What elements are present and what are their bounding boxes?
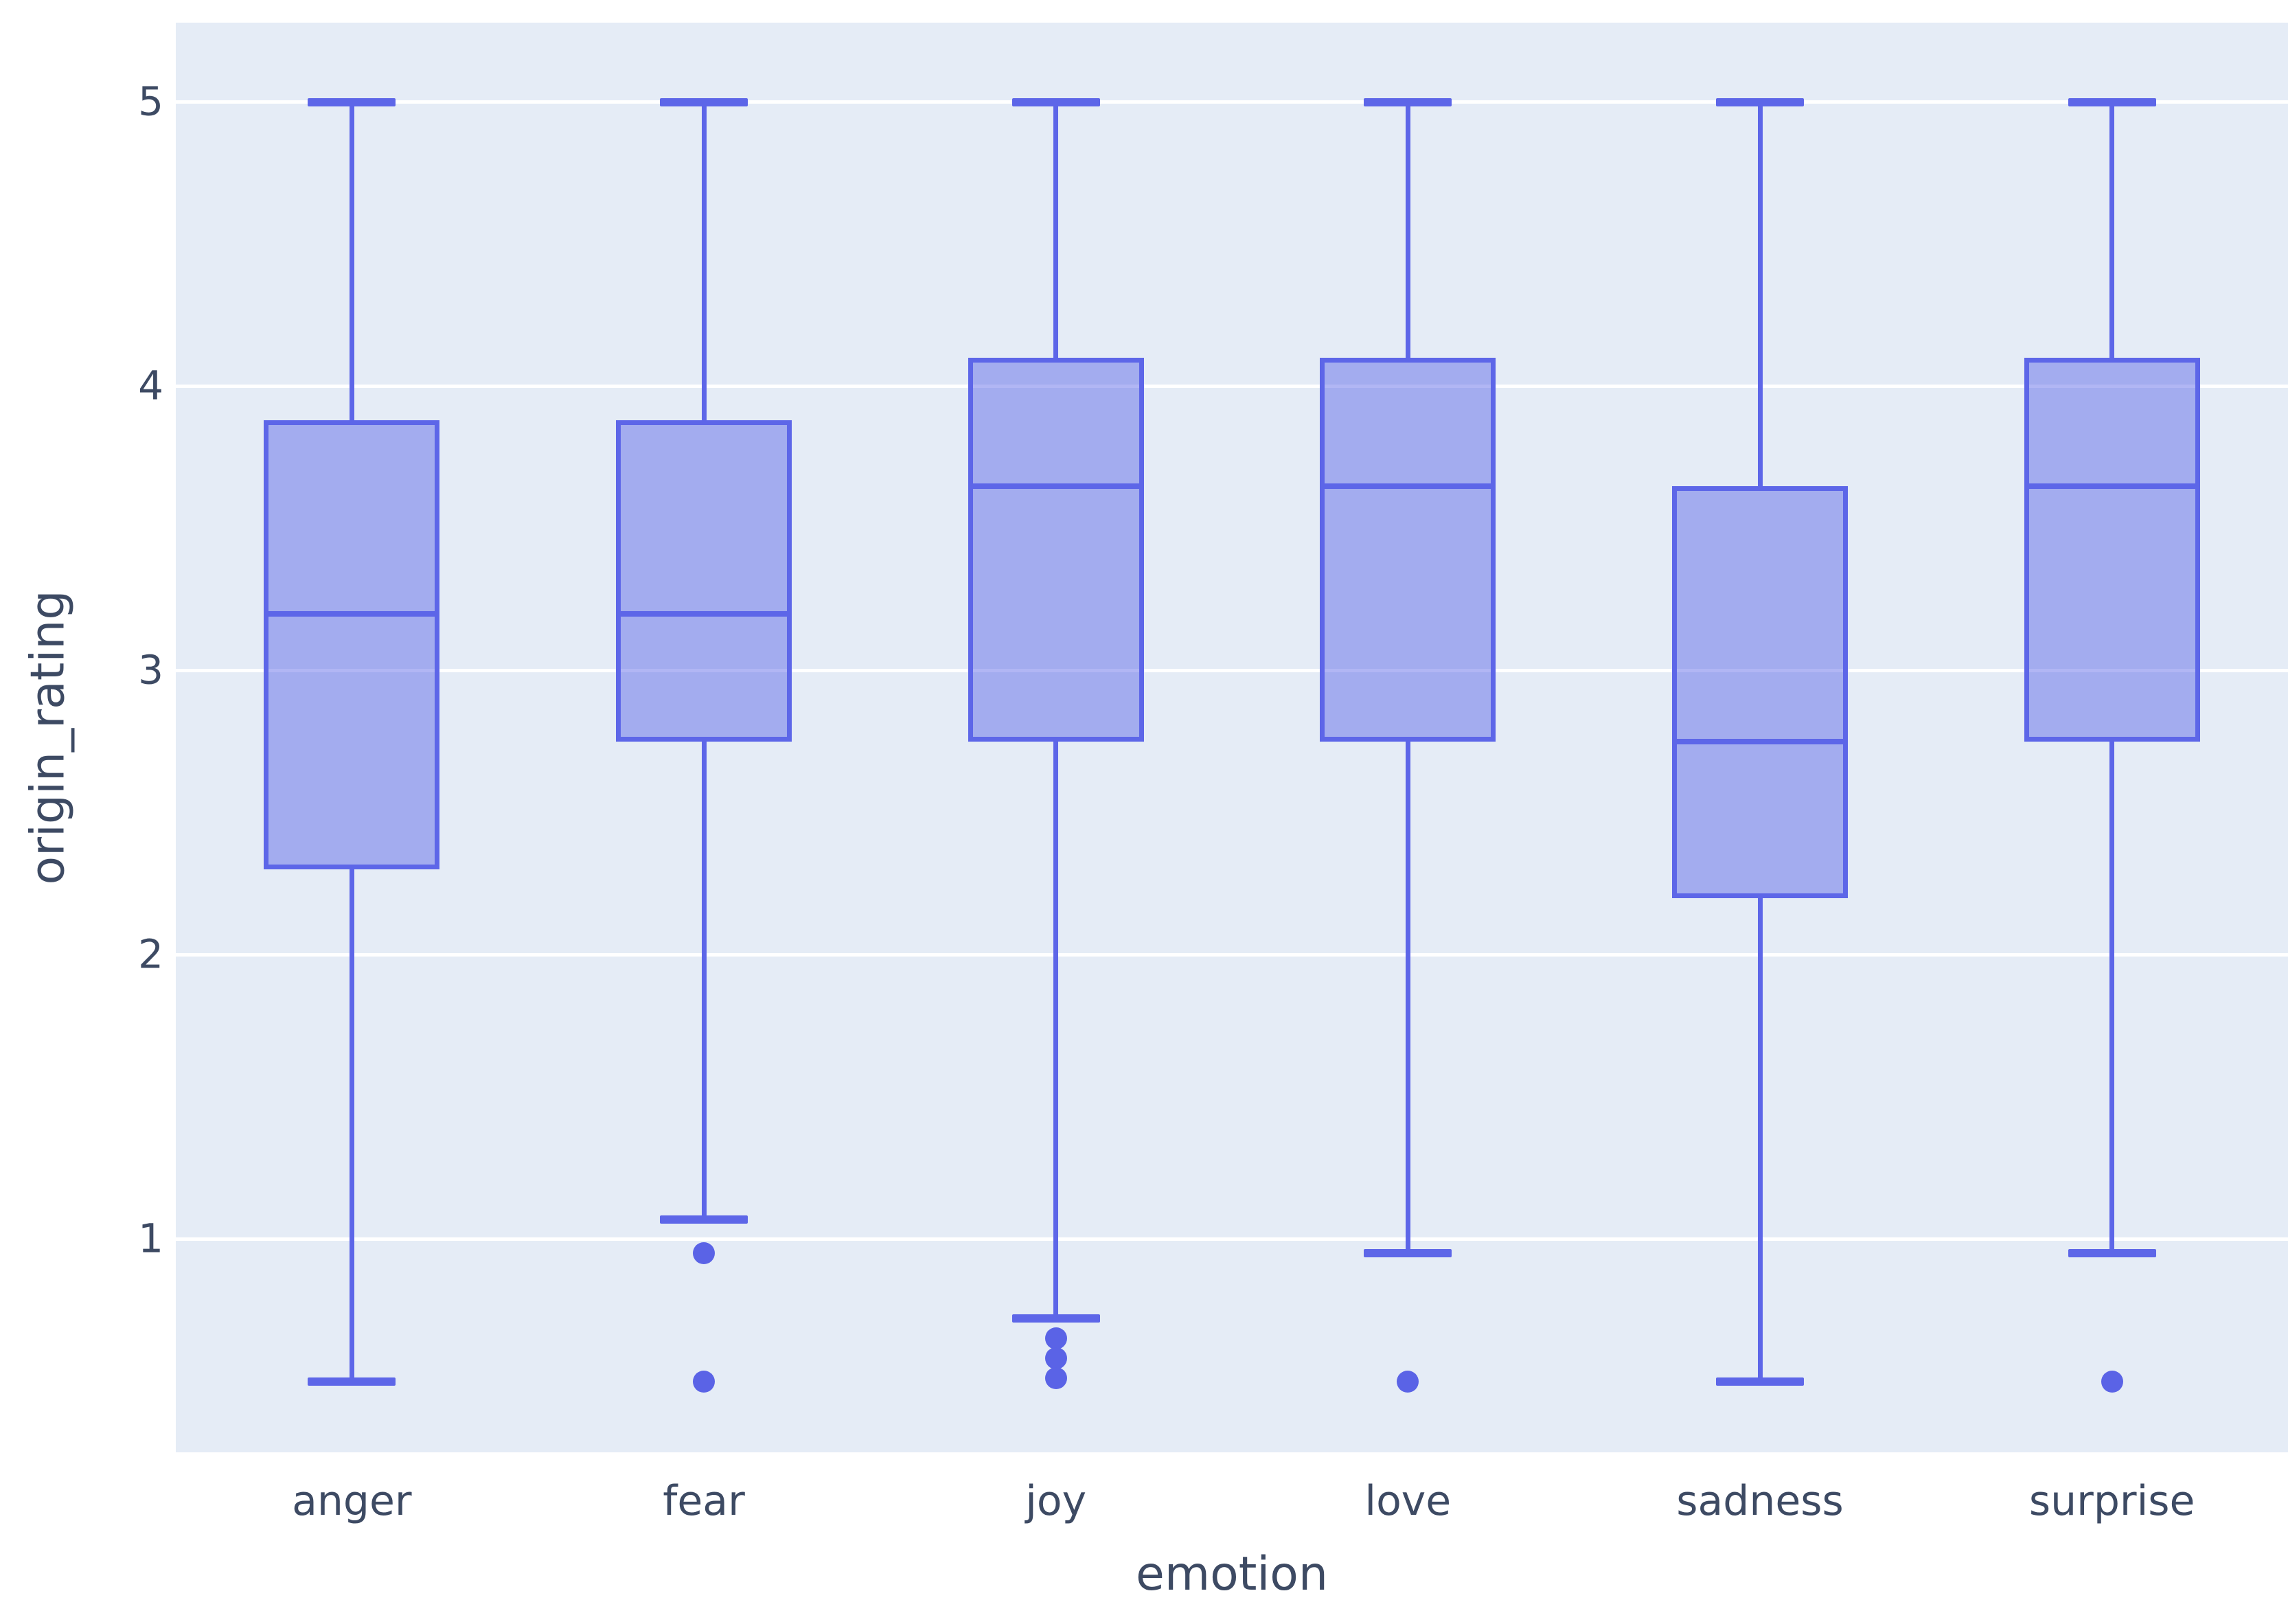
lower-whisker-surprise <box>2109 742 2115 1254</box>
x-tick-label-sadness: sadness <box>1676 1477 1844 1525</box>
gridline-y-4 <box>176 385 2288 389</box>
upper-whisker-sadness <box>1757 102 1763 486</box>
iqr-box-fear <box>615 420 792 742</box>
upper-whisker-cap-fear <box>659 98 748 106</box>
y-tick-label-4: 4 <box>138 362 163 409</box>
upper-whisker-cap-joy <box>1011 98 1100 106</box>
median-line-surprise <box>2024 483 2200 489</box>
median-line-love <box>1320 483 1496 489</box>
upper-whisker-cap-sadness <box>1715 98 1805 106</box>
upper-whisker-surprise <box>2109 102 2115 358</box>
outlier-joy-2 <box>1044 1367 1067 1390</box>
gridline-y-3 <box>176 669 2288 673</box>
gridline-y-5 <box>176 100 2288 104</box>
median-line-joy <box>968 483 1144 489</box>
x-axis-title: emotion <box>1136 1547 1328 1601</box>
iqr-box-sadness <box>1671 485 1849 898</box>
iqr-box-anger <box>264 420 440 870</box>
outlier-love-0 <box>1397 1370 1419 1393</box>
lower-whisker-sadness <box>1757 897 1763 1382</box>
x-tick-label-joy: joy <box>1025 1477 1087 1525</box>
lower-whisker-cap-love <box>1364 1249 1452 1258</box>
plot-area <box>176 23 2288 1452</box>
x-tick-label-surprise: surprise <box>2028 1477 2195 1525</box>
y-tick-label-5: 5 <box>138 78 163 125</box>
lower-whisker-love <box>1405 742 1410 1254</box>
outlier-fear-0 <box>693 1242 715 1265</box>
upper-whisker-anger <box>349 102 354 421</box>
gridline-y-2 <box>176 953 2288 957</box>
median-line-sadness <box>1671 739 1849 745</box>
upper-whisker-cap-anger <box>308 98 396 106</box>
upper-whisker-joy <box>1053 102 1059 358</box>
median-line-anger <box>264 610 440 617</box>
y-tick-label-2: 2 <box>138 930 163 978</box>
lower-whisker-joy <box>1053 742 1059 1319</box>
outlier-fear-1 <box>693 1370 715 1393</box>
x-tick-label-love: love <box>1364 1477 1452 1525</box>
median-line-fear <box>615 610 792 617</box>
upper-whisker-love <box>1405 102 1410 358</box>
lower-whisker-cap-anger <box>308 1377 396 1386</box>
iqr-box-love <box>1320 358 1496 742</box>
lower-whisker-cap-sadness <box>1715 1377 1805 1386</box>
upper-whisker-cap-surprise <box>2068 98 2156 106</box>
y-tick-label-1: 1 <box>138 1215 163 1262</box>
iqr-box-joy <box>968 358 1144 742</box>
lower-whisker-cap-joy <box>1011 1314 1100 1323</box>
outlier-joy-0 <box>1044 1327 1067 1350</box>
upper-whisker-fear <box>701 102 707 421</box>
lower-whisker-cap-fear <box>659 1215 748 1224</box>
y-tick-label-3: 3 <box>138 646 163 694</box>
lower-whisker-anger <box>349 869 354 1382</box>
x-tick-label-anger: anger <box>292 1477 412 1525</box>
gridline-y-1 <box>176 1237 2288 1242</box>
upper-whisker-cap-love <box>1364 98 1452 106</box>
y-axis-title: origin_rating <box>21 590 76 885</box>
x-tick-label-fear: fear <box>663 1477 745 1525</box>
outlier-joy-1 <box>1044 1347 1067 1370</box>
outlier-surprise-0 <box>2101 1370 2123 1393</box>
lower-whisker-cap-surprise <box>2068 1249 2156 1258</box>
lower-whisker-fear <box>701 742 707 1220</box>
iqr-box-surprise <box>2024 358 2200 742</box>
